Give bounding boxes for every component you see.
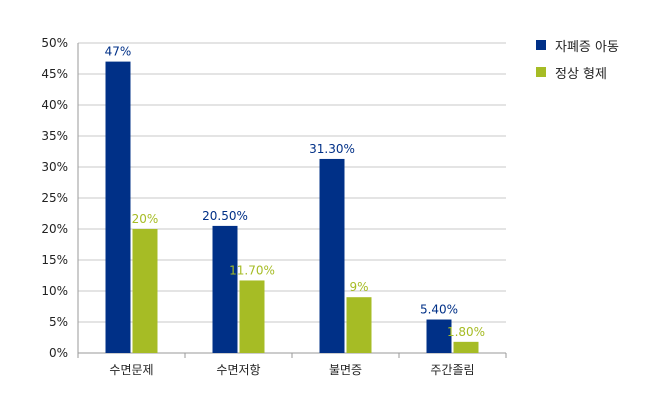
data-label: 5.40% — [420, 303, 458, 317]
legend-item-series-1: 자폐증 아동 — [536, 36, 619, 55]
data-label: 9% — [349, 280, 368, 294]
bar — [132, 229, 158, 353]
bar — [426, 319, 452, 353]
x-category-label: 수면저항 — [216, 363, 260, 377]
bar — [453, 341, 479, 353]
y-tick-label: 45% — [41, 67, 68, 81]
x-category-label: 주간졸림 — [430, 363, 474, 377]
x-category-label: 수면문제 — [109, 363, 153, 377]
bar — [319, 158, 345, 353]
y-tick-label: 40% — [41, 98, 68, 112]
data-label: 11.70% — [229, 263, 275, 277]
data-label: 31.30% — [309, 142, 355, 156]
data-label: 1.80% — [447, 325, 485, 339]
y-tick-label: 5% — [49, 315, 68, 329]
y-tick-label: 15% — [41, 253, 68, 267]
bar — [105, 61, 131, 353]
legend-item-series-2: 정상 형제 — [536, 63, 619, 82]
y-tick-label: 30% — [41, 160, 68, 174]
bar — [346, 297, 372, 353]
data-label: 20.50% — [202, 209, 248, 223]
y-tick-label: 20% — [41, 222, 68, 236]
y-tick-label: 35% — [41, 129, 68, 143]
data-label: 47% — [105, 45, 132, 59]
legend-label-series-2: 정상 형제 — [555, 66, 607, 82]
y-tick-label: 50% — [41, 36, 68, 50]
x-category-label: 불면증 — [329, 363, 362, 377]
y-tick-label: 10% — [41, 284, 68, 298]
legend-label-series-1: 자폐증 아동 — [555, 39, 619, 55]
y-tick-label: 25% — [41, 191, 68, 205]
y-tick-label: 0% — [49, 346, 68, 360]
bar — [239, 280, 265, 353]
legend: 자폐증 아동 정상 형제 — [536, 36, 619, 90]
data-label: 20% — [132, 212, 159, 226]
legend-swatch-series-2 — [536, 67, 546, 77]
bar — [212, 225, 238, 353]
legend-swatch-series-1 — [536, 40, 546, 50]
